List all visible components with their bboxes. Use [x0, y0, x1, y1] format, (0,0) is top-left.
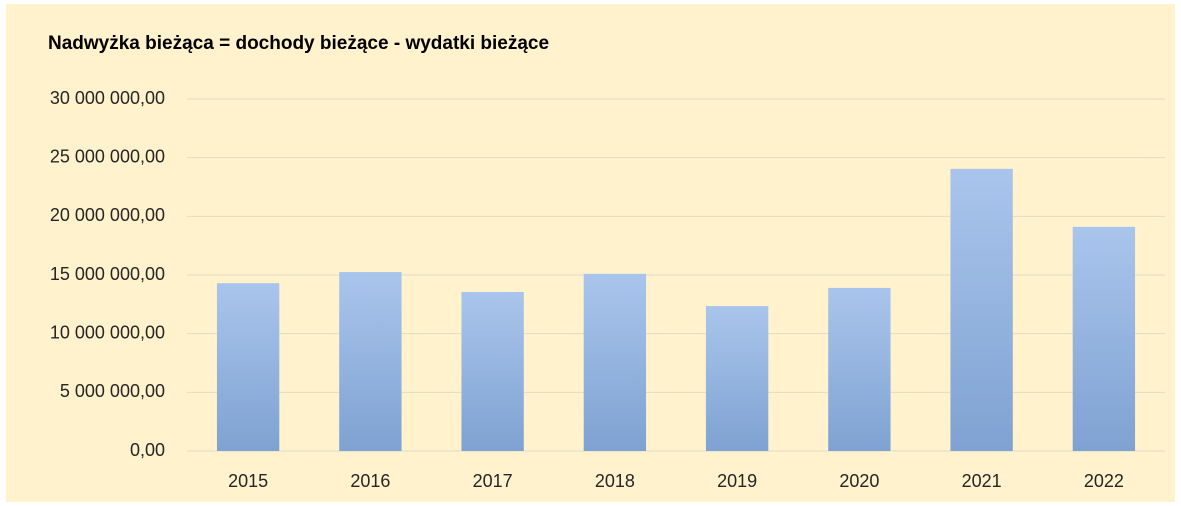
x-tick-label: 2021 [962, 471, 1002, 491]
y-tick-label: 10 000 000,00 [50, 322, 165, 342]
y-tick-label: 25 000 000,00 [50, 146, 165, 166]
y-tick-label: 20 000 000,00 [50, 205, 165, 225]
y-tick-label: 0,00 [130, 440, 165, 460]
y-tick-label: 15 000 000,00 [50, 264, 165, 284]
x-tick-label: 2020 [839, 471, 879, 491]
bar [828, 287, 891, 451]
chart-title: Nadwyżka bieżąca = dochody bieżące - wyd… [48, 33, 549, 54]
x-tick-label: 2022 [1084, 471, 1124, 491]
bar [461, 292, 524, 451]
bar [950, 168, 1013, 451]
x-tick-label: 2018 [595, 471, 635, 491]
y-tick-label: 30 000 000,00 [50, 88, 165, 108]
x-tick-label: 2015 [228, 471, 268, 491]
bar [705, 306, 769, 451]
x-tick-label: 2019 [717, 471, 757, 491]
y-tick-label: 5 000 000,00 [60, 381, 165, 401]
x-tick-label: 2016 [350, 471, 390, 491]
x-tick-label: 2017 [473, 471, 513, 491]
bar [339, 272, 402, 451]
bar [583, 273, 647, 451]
bar [216, 283, 280, 451]
bar [1072, 226, 1136, 451]
